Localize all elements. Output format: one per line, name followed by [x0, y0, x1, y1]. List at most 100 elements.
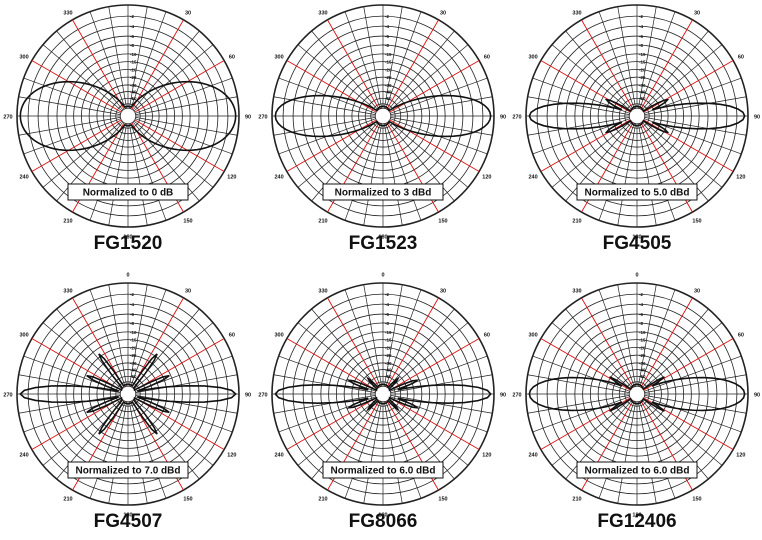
polar-plot-FG1523: 0 30 60 90 120 150 180 210 240 270 300 330 -2 -4 -6 -8 -… — [258, 0, 506, 241]
normalization-box — [576, 461, 698, 479]
db-tick-label: -2 — [639, 292, 643, 297]
grid-spoke — [641, 30, 709, 111]
db-tick-label: -10 — [385, 330, 392, 335]
grid-spoke — [23, 77, 121, 114]
grid-spoke-accent — [386, 19, 439, 110]
grid-spoke — [527, 117, 630, 136]
db-tick-label: -8 — [385, 321, 389, 326]
grid-spoke — [133, 44, 214, 112]
normalization-box — [67, 183, 189, 201]
grid-spoke — [363, 284, 382, 387]
db-tick-label: -50 — [130, 374, 137, 379]
grid-spoke — [639, 123, 676, 221]
angle-label: 90 — [754, 115, 760, 121]
grid-spoke — [42, 44, 123, 112]
db-tick-label: -4 — [130, 24, 134, 29]
grid-spoke — [18, 96, 121, 115]
angle-label: 0 — [381, 0, 384, 1]
angle-label: 150 — [692, 496, 701, 502]
angle-label: 270 — [258, 115, 267, 121]
angle-label: 300 — [275, 55, 284, 61]
db-tick-label: -8 — [639, 43, 643, 48]
grid-spoke — [639, 11, 676, 109]
polar-plot-FG1520: 0 30 60 90 120 150 180 210 240 270 300 330 -2 -4 -6 -8 -… — [3, 0, 251, 241]
db-tick-label: -8 — [639, 321, 643, 326]
grid-spoke-accent — [131, 297, 184, 388]
db-tick-label: -2 — [385, 292, 389, 297]
db-tick-label: -2 — [130, 14, 134, 19]
grid-spoke — [644, 395, 747, 414]
angle-label: 0 — [635, 273, 638, 279]
normalization-box — [322, 183, 444, 201]
model-caption: FG1523 — [348, 233, 418, 254]
angle-label: 330 — [318, 289, 327, 295]
grid-spoke — [387, 308, 455, 389]
grid-spoke — [135, 117, 238, 136]
db-tick-label: -2 — [385, 14, 389, 19]
normalization-note: Normalized to 6.0 dBd — [330, 466, 435, 477]
radiation-pattern-FG1523 — [274, 94, 492, 138]
grid-spoke — [297, 120, 378, 188]
angle-label: 0 — [126, 0, 129, 1]
angle-label: 300 — [529, 55, 538, 61]
normalization-note: Normalized to 7.0 dBd — [75, 466, 180, 477]
angle-label: 330 — [572, 11, 581, 17]
grid-spoke-accent — [72, 19, 125, 110]
db-tick-label: -25 — [639, 75, 646, 80]
grid-spoke — [388, 44, 469, 112]
grid-spoke — [642, 44, 723, 112]
model-caption: FG1520 — [93, 233, 163, 254]
db-tick-label: -30 — [639, 361, 646, 366]
angle-label: 120 — [736, 175, 745, 181]
grid-spoke — [273, 117, 376, 136]
grid-spoke — [390, 395, 493, 414]
db-tick-label: -2 — [130, 292, 134, 297]
db-tick-label: -2 — [639, 14, 643, 19]
db-tick-label: -4 — [385, 302, 389, 307]
angle-label: 180 — [378, 235, 387, 241]
grid-spoke — [363, 401, 382, 504]
db-tick-label: -30 — [130, 83, 137, 88]
grid-spoke — [132, 30, 200, 111]
grid-spoke — [598, 11, 635, 109]
angle-label: 120 — [227, 453, 236, 459]
angle-label: 60 — [229, 333, 235, 339]
normalization-box — [322, 461, 444, 479]
grid-spoke — [617, 284, 636, 387]
db-tick-label: -8 — [385, 43, 389, 48]
grid-spoke — [642, 322, 723, 390]
angle-label: 270 — [3, 115, 12, 121]
angle-label: 0 — [635, 0, 638, 1]
db-tick-label: -25 — [130, 75, 137, 80]
grid-spoke-accent — [72, 297, 125, 388]
angle-label: 30 — [440, 289, 446, 295]
angle-label: 210 — [572, 218, 581, 224]
grid-spoke-accent — [389, 338, 480, 391]
grid-spoke — [56, 30, 124, 111]
db-tick-label: -8 — [130, 321, 134, 326]
db-tick-label: -4 — [639, 302, 643, 307]
angle-label: 120 — [227, 175, 236, 181]
grid-spoke — [639, 289, 676, 387]
angle-label: 120 — [482, 453, 491, 459]
db-tick-label: -10 — [639, 330, 646, 335]
grid-spoke — [384, 6, 403, 109]
grid-spoke-accent — [31, 119, 122, 172]
db-tick-label: -10 — [130, 52, 137, 57]
grid-spoke — [390, 117, 493, 136]
model-caption: FG12406 — [597, 511, 677, 532]
grid-spoke — [135, 77, 233, 114]
angle-label: 60 — [738, 55, 744, 61]
angle-label: 90 — [500, 115, 506, 121]
grid-spoke — [89, 123, 126, 221]
grid-spoke — [644, 355, 742, 392]
db-tick-label: -50 — [385, 96, 392, 101]
grid-spoke — [297, 398, 378, 466]
normalization-note: Normalized to 5.0 dBd — [584, 188, 689, 199]
angle-label: 240 — [275, 453, 284, 459]
grid-spoke — [644, 374, 747, 393]
grid-spoke-accent — [286, 338, 377, 391]
grid-spoke — [641, 308, 709, 389]
grid-spoke — [388, 322, 469, 390]
grid-spoke — [89, 11, 126, 109]
